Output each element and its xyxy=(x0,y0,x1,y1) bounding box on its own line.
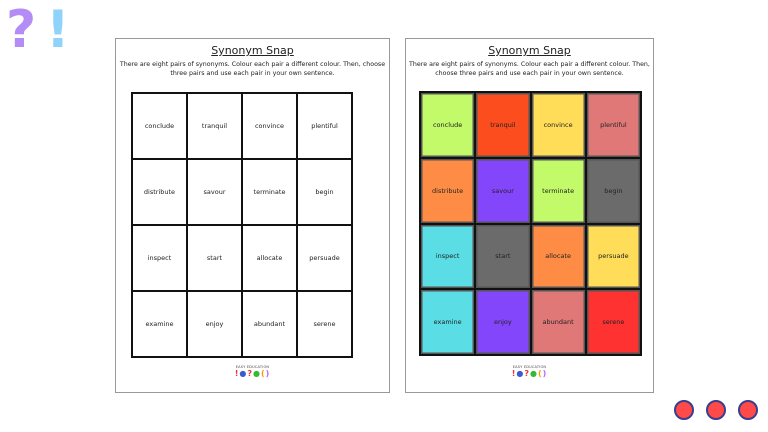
word-cell: plentiful xyxy=(586,93,640,157)
nav-dot-button[interactable] xyxy=(706,400,726,420)
word-cell: examine xyxy=(133,292,186,356)
word-cell: plentiful xyxy=(298,94,351,158)
word-cell: abundant xyxy=(243,292,296,356)
worksheet-coloured: Synonym Snap There are eight pairs of sy… xyxy=(405,38,654,393)
word-cell: persuade xyxy=(298,226,351,290)
word-cell: start xyxy=(476,224,530,289)
word-cell: terminate xyxy=(531,158,585,223)
exclamation-mark-decoration: ! xyxy=(46,0,70,60)
word-cell: tranquil xyxy=(188,94,241,158)
nav-dot-button[interactable] xyxy=(674,400,694,420)
worksheet-title: Synonym Snap xyxy=(211,44,294,57)
word-grid: conclude tranquil convince plentiful distrib… xyxy=(131,92,353,358)
word-cell: examine xyxy=(421,290,475,354)
word-cell: serene xyxy=(298,292,351,356)
word-cell: allocate xyxy=(531,224,585,289)
word-cell: start xyxy=(188,226,241,290)
word-cell: conclude xyxy=(421,93,475,157)
word-cell: serene xyxy=(586,290,640,354)
easy-education-logo: EASY EDUCATION !●?●() xyxy=(234,365,271,378)
nav-dot-button[interactable] xyxy=(738,400,758,420)
word-cell: convince xyxy=(243,94,296,158)
question-mark-decoration: ? xyxy=(6,0,37,60)
word-cell: abundant xyxy=(531,290,585,354)
word-cell: savour xyxy=(188,160,241,224)
word-cell: distribute xyxy=(421,158,475,223)
word-cell: enjoy xyxy=(188,292,241,356)
word-cell: savour xyxy=(476,158,530,223)
word-cell: distribute xyxy=(133,160,186,224)
word-cell: begin xyxy=(586,158,640,223)
word-grid-coloured: conclude tranquil convince plentiful distrib… xyxy=(419,91,642,356)
worksheet-instructions: There are eight pairs of synonyms. Colou… xyxy=(119,61,386,77)
easy-education-logo: EASY EDUCATION !●?●() xyxy=(511,365,548,378)
worksheet-instructions: There are eight pairs of synonyms. Colou… xyxy=(409,61,650,77)
worksheet-blank: Synonym Snap There are eight pairs of sy… xyxy=(115,38,390,393)
word-cell: inspect xyxy=(133,226,186,290)
word-cell: allocate xyxy=(243,226,296,290)
word-cell: persuade xyxy=(586,224,640,289)
worksheet-title: Synonym Snap xyxy=(488,44,571,57)
word-cell: inspect xyxy=(421,224,475,289)
word-cell: tranquil xyxy=(476,93,530,157)
word-cell: convince xyxy=(531,93,585,157)
word-cell: conclude xyxy=(133,94,186,158)
slide-nav-dots xyxy=(674,400,758,420)
word-cell: enjoy xyxy=(476,290,530,354)
word-cell: begin xyxy=(298,160,351,224)
word-cell: terminate xyxy=(243,160,296,224)
